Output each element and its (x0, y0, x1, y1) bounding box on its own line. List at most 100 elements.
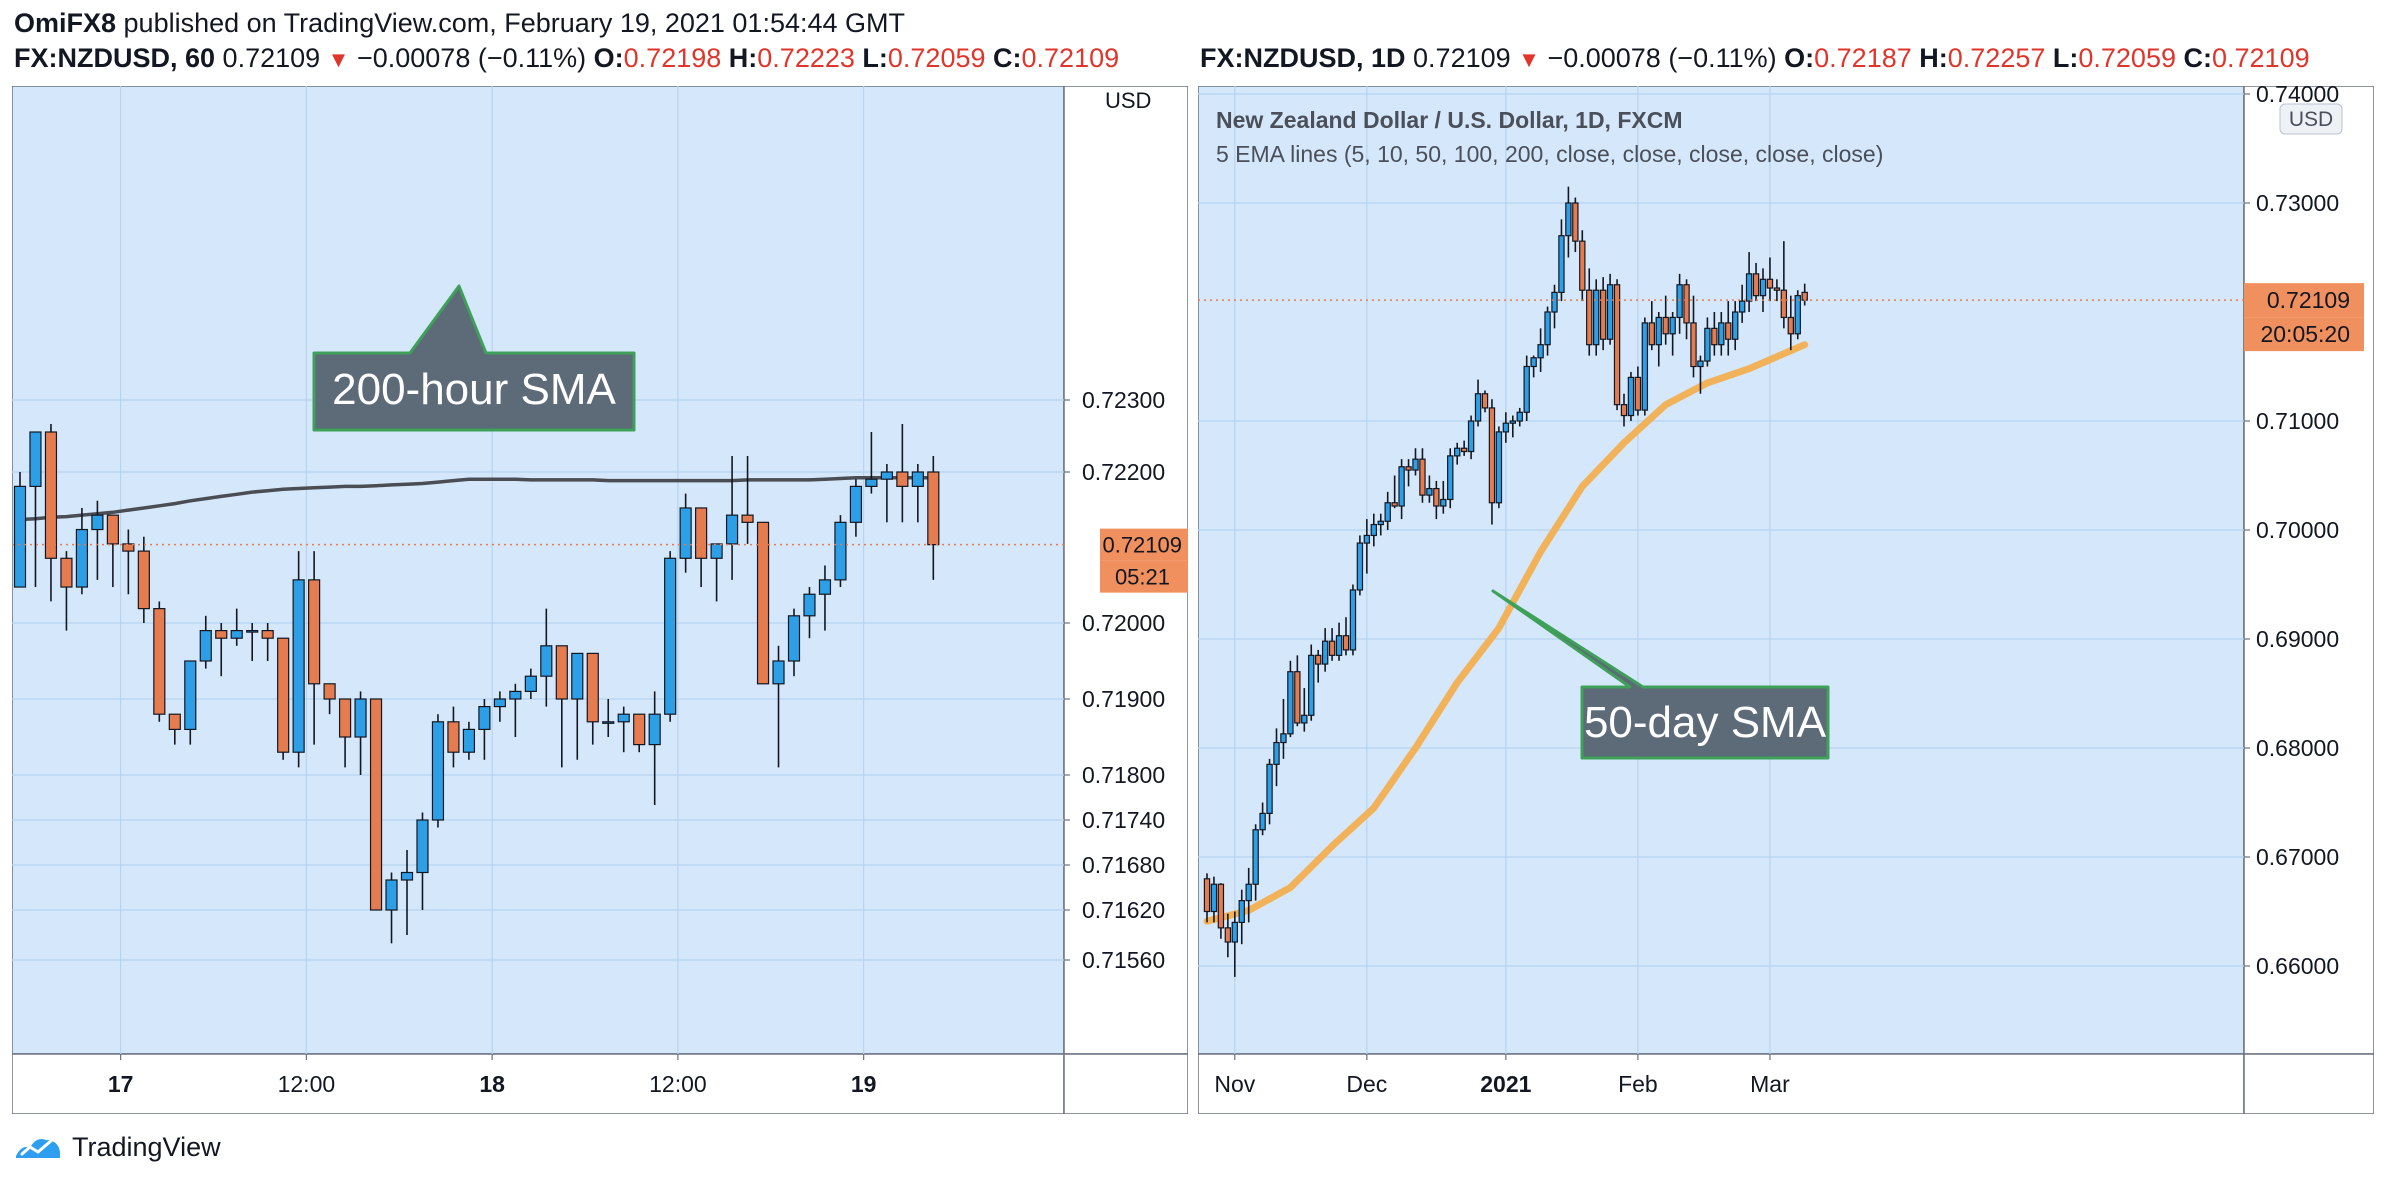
candle-down (277, 637, 290, 760)
candle-down (1579, 230, 1586, 302)
y-tick-label: 0.66000 (2256, 953, 2339, 979)
candle-body (1377, 520, 1384, 526)
candle-up (1537, 328, 1544, 372)
candle-body (1460, 447, 1468, 453)
candle-body (1787, 316, 1795, 335)
daily-annotation[interactable]: 50-day SMA (1491, 589, 1830, 760)
candle-down (1419, 448, 1426, 503)
candle-body (617, 713, 630, 723)
candle-up (354, 691, 367, 775)
candle-up (199, 615, 212, 669)
candle-body (911, 471, 924, 487)
candle-up (1502, 412, 1510, 443)
candle-body (29, 431, 42, 487)
candle-body (1405, 466, 1412, 471)
candle-down (1391, 475, 1398, 509)
candle-up (1252, 824, 1259, 901)
candle-down (60, 551, 73, 631)
candle-body (1391, 502, 1398, 507)
candle-up (679, 493, 692, 573)
hourly-chart-panel[interactable]: 0.71560 0.71620 0.71680 0.71740 0.71800 0.719… (12, 86, 1188, 1114)
left-symbol[interactable]: FX:NZDUSD, 60 (14, 43, 216, 73)
candle-up (1363, 519, 1371, 574)
hourly-countdown-badge (1100, 560, 1188, 593)
candle-up (787, 608, 801, 677)
candle-body (1474, 393, 1482, 422)
candle-body (1752, 273, 1760, 297)
daily-price-scale[interactable] (2243, 86, 2374, 1055)
x-tick-label: Nov (1214, 1071, 1255, 1097)
candle-body (1697, 360, 1704, 368)
candle-up (849, 479, 863, 537)
x-tick-label: Feb (1618, 1071, 1658, 1097)
hourly-candles (13, 424, 940, 944)
candle-down (1620, 393, 1628, 427)
candle-down (137, 536, 150, 623)
candle-down (1683, 279, 1690, 340)
tradingview-footer[interactable]: TradingView (14, 1130, 221, 1164)
candle-up (29, 431, 42, 588)
candle-body (710, 543, 723, 559)
right-close-label: C: (2183, 43, 2213, 73)
daily-currency-box[interactable] (2279, 103, 2343, 135)
candle-body (1259, 812, 1266, 831)
candle-body (1794, 295, 1801, 335)
candle-body (1224, 927, 1232, 943)
candle-down (1314, 649, 1322, 683)
daily-candles (1203, 186, 1808, 977)
candle-body (1690, 322, 1697, 368)
annotation-callout-shape (1491, 589, 1830, 760)
right-symbol[interactable]: FX:NZDUSD, 1D (1200, 43, 1406, 73)
candle-down (308, 551, 321, 745)
candle-body (679, 507, 692, 559)
hourly-time-scale[interactable] (12, 1053, 1065, 1114)
x-tick-label: 17 (108, 1071, 134, 1097)
candle-body (1217, 883, 1225, 929)
candle-body (1238, 899, 1245, 923)
candle-down (586, 652, 599, 745)
candle-body (91, 514, 104, 531)
daily-time-scale[interactable] (1198, 1053, 2245, 1114)
candle-body (75, 528, 89, 588)
candle-down (1613, 279, 1621, 411)
daily-plot-area[interactable] (1198, 86, 2245, 1055)
daily-chart-panel[interactable]: 0.66000 0.67000 0.68000 0.69000 0.70000 0.710… (1198, 86, 2374, 1114)
candle-down (1460, 440, 1468, 456)
candle-up (416, 812, 429, 910)
candle-body (385, 879, 398, 911)
candle-body (1467, 420, 1475, 453)
candle-up (1210, 876, 1218, 923)
candle-body (1579, 240, 1586, 291)
candle-body (787, 615, 801, 662)
candle-up (1551, 284, 1558, 329)
candle-down (927, 456, 940, 580)
candle-body (1516, 411, 1523, 422)
candle-up (75, 507, 89, 595)
candle-body (153, 608, 166, 715)
candle-up (1273, 728, 1280, 787)
x-tick-label: Dec (1346, 1071, 1387, 1097)
candle-body (1419, 458, 1426, 496)
candle-up (865, 432, 878, 494)
hourly-annotation[interactable]: 200-hour SMA (312, 284, 636, 432)
candle-body (447, 721, 460, 753)
candle-down (1752, 262, 1760, 302)
candle-body (338, 698, 352, 738)
candle-up (1704, 317, 1711, 367)
candle-body (1203, 878, 1211, 913)
candle-up (803, 587, 816, 639)
publisher-name[interactable]: OmiFX8 (14, 8, 117, 38)
candle-up (1593, 279, 1600, 356)
left-low-label: L: (862, 43, 888, 73)
hourly-currency-label: USD (1105, 88, 1151, 113)
x-tick-label: 2021 (1480, 1071, 1531, 1097)
daily-legend-title: New Zealand Dollar / U.S. Dollar, 1D, FX… (1216, 107, 1683, 133)
publish-info: OmiFX8 published on TradingView.com, Feb… (14, 6, 905, 40)
candle-up (1474, 379, 1482, 427)
candle-down (153, 601, 166, 722)
candle-up (462, 721, 476, 760)
candle-body (261, 629, 274, 639)
candle-body (1683, 284, 1690, 324)
candle-body (633, 713, 646, 746)
hourly-plot-area[interactable] (12, 86, 1065, 1055)
